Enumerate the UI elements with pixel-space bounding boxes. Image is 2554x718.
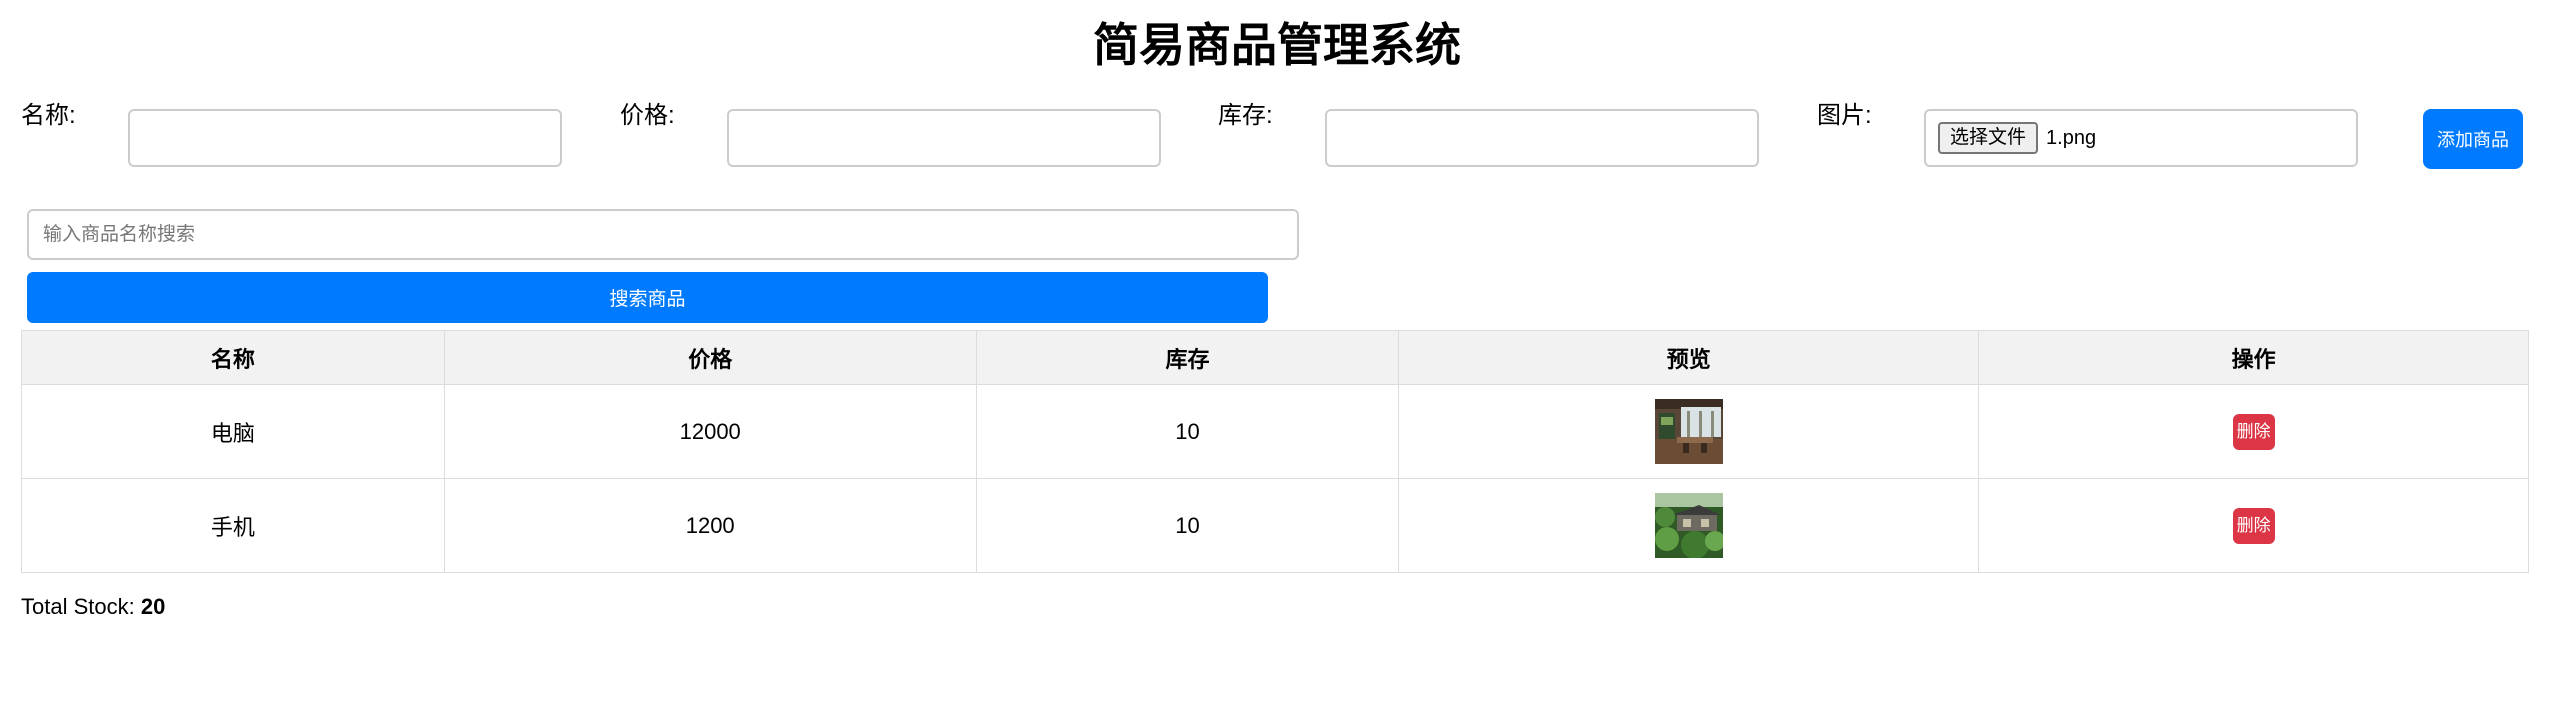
header-price: 价格 [443,330,977,385]
price-label: 价格: [620,102,675,129]
total-stock-value: 20 [140,594,166,619]
header-action: 操作 [1978,330,2529,385]
name-input[interactable] [128,109,562,167]
garden-house-photo-icon [1654,493,1723,558]
add-product-button[interactable]: 添加商品 [2423,109,2523,169]
cell-preview [1398,478,1980,573]
selected-file-name: 1.png [2046,126,2097,149]
cell-action: 删除 [1978,384,2529,479]
cell-preview [1398,384,1980,479]
page-title: 简易商品管理系统 [1093,19,1461,71]
delete-button[interactable]: 删除 [2232,413,2275,450]
image-file-input: 选择文件 1.png [1924,109,2358,167]
header-name: 名称 [21,330,445,385]
cell-stock: 10 [975,478,1400,573]
delete-button[interactable]: 删除 [2232,507,2275,544]
total-stock: Total Stock: 20 [21,592,165,622]
office-interior-photo-icon [1654,399,1723,464]
table-row: 电脑 12000 10 [21,384,2529,479]
stock-input[interactable] [1325,109,1759,167]
cell-name: 手机 [21,478,445,573]
header-preview: 预览 [1398,330,1980,385]
cell-stock: 10 [975,384,1400,479]
cell-action: 删除 [1978,478,2529,573]
table-header-row: 名称 价格 库存 预览 操作 [21,330,2529,385]
choose-file-button[interactable]: 选择文件 [1938,122,2039,154]
search-input[interactable] [27,209,1299,260]
table-row: 手机 1200 10 [21,478,2529,573]
image-label: 图片: [1817,102,1872,129]
name-label: 名称: [21,102,76,129]
total-stock-label: Total Stock: [21,594,135,619]
search-button[interactable]: 搜索商品 [27,272,1268,323]
cell-price: 12000 [443,384,977,479]
header-stock: 库存 [975,330,1400,385]
cell-price: 1200 [443,478,977,573]
cell-name: 电脑 [21,384,445,479]
product-table: 名称 价格 库存 预览 操作 电脑 12000 10 [21,330,2529,573]
stock-label: 库存: [1218,102,1273,129]
price-input[interactable] [727,109,1161,167]
